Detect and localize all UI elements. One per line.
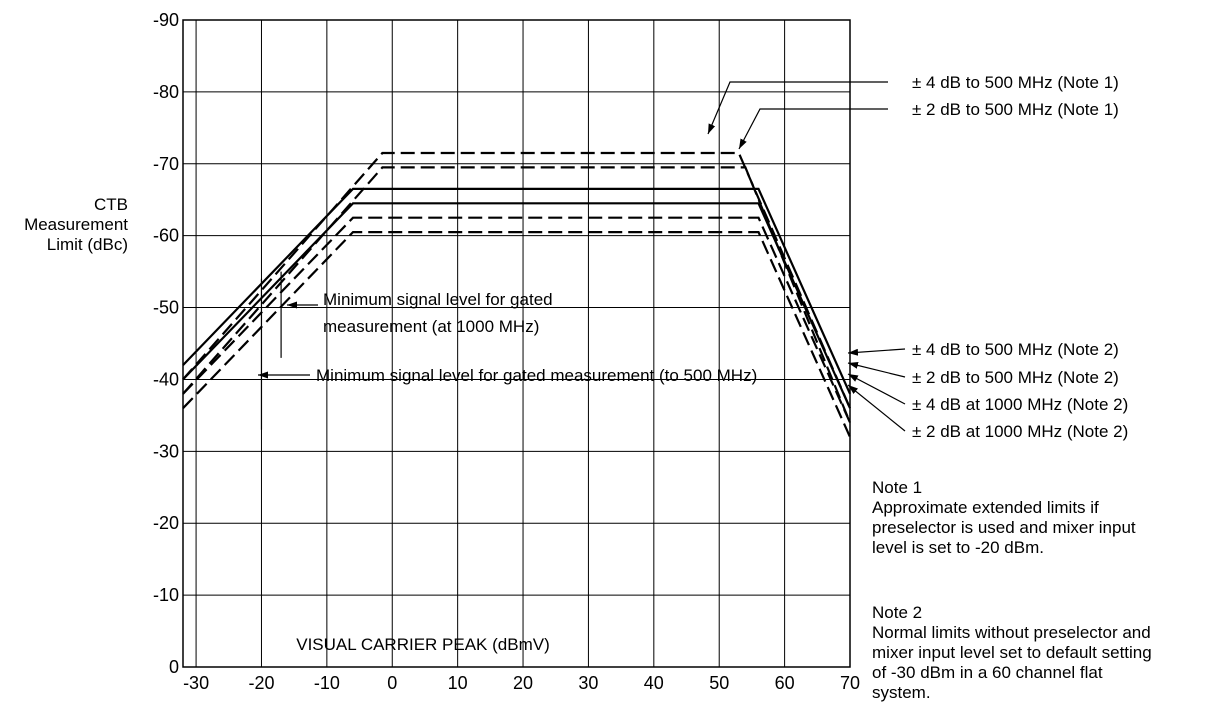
note1-arrow: [707, 81, 888, 135]
note-2-line: mixer input level set to default setting: [872, 643, 1152, 662]
series-group: [182, 151, 852, 438]
note-2: Note 2 Normal limits without preselector…: [872, 603, 1152, 703]
y-tick-label: -50: [153, 298, 179, 318]
annotations-group: ± 4 dB to 500 MHz (Note 1) ± 2 dB to 500 …: [258, 73, 1128, 441]
y-tick-label: -20: [153, 513, 179, 533]
note-2-line: of -30 dBm in a 60 channel flat: [872, 663, 1103, 682]
note2-series-label: ± 2 dB at 1000 MHz (Note 2): [912, 422, 1128, 441]
note1-series-label: ± 2 dB to 500 MHz (Note 1): [912, 100, 1119, 119]
x-tick-label: 0: [387, 673, 397, 693]
y-axis-label-line: Measurement: [24, 215, 128, 234]
solid-limit-line: [182, 202, 852, 409]
note2-arrow: [847, 373, 906, 405]
note2-arrow: [847, 384, 906, 432]
note-1-line: Approximate extended limits if: [872, 498, 1099, 517]
y-tick-label: -70: [153, 154, 179, 174]
y-axis-label-line: Limit (dBc): [46, 235, 128, 254]
gated-1000-label: measurement (at 1000 MHz): [323, 317, 539, 336]
y-axis-label-line: CTB: [94, 195, 128, 214]
dashed-limit-line: [182, 216, 852, 424]
x-tick-label: 30: [578, 673, 598, 693]
note1-series-label: ± 4 dB to 500 MHz (Note 1): [912, 73, 1119, 92]
x-axis-label: VISUAL CARRIER PEAK (dBmV): [296, 635, 550, 654]
y-axis-label: CTB Measurement Limit (dBc): [20, 195, 128, 255]
dashed-limit-line: [182, 151, 852, 409]
y-tick-label: -10: [153, 585, 179, 605]
y-tick-label: -40: [153, 369, 179, 389]
note-2-line: Normal limits without preselector and: [872, 623, 1151, 642]
dashed-limit-line: [182, 231, 852, 438]
note2-arrow: [847, 361, 906, 378]
note-1-title: Note 1: [872, 478, 923, 497]
gated-1000-label: Minimum signal level for gated: [323, 290, 553, 309]
note2-series-label: ± 4 dB at 1000 MHz (Note 2): [912, 395, 1128, 414]
note-1: Note 1 Approximate extended limits if pr…: [872, 478, 1136, 558]
axis-ticks: -30 -20 -10 0 10 20 30 40 50 60 70 -90 -80 -70 -60 -50 -…: [153, 10, 860, 693]
plot-frame: [182, 19, 851, 668]
x-tick-label: 50: [709, 673, 729, 693]
x-tick-label: -10: [314, 673, 340, 693]
x-tick-label: 10: [448, 673, 468, 693]
y-tick-label: -30: [153, 441, 179, 461]
dashed-limit-line: [182, 166, 852, 424]
note1-arrow: [738, 108, 888, 150]
x-tick-label: -20: [248, 673, 274, 693]
x-tick-label: 70: [840, 673, 860, 693]
y-tick-label: -80: [153, 82, 179, 102]
note2-series-label: ± 4 dB to 500 MHz (Note 2): [912, 340, 1119, 359]
x-tick-label: 20: [513, 673, 533, 693]
note-1-line: level is set to -20 dBm.: [872, 538, 1044, 557]
x-tick-label: 60: [775, 673, 795, 693]
y-tick-label: 0: [169, 657, 179, 677]
x-tick-label: -30: [183, 673, 209, 693]
solid-limit-line: [182, 187, 852, 395]
note-1-line: preselector is used and mixer input: [872, 518, 1136, 537]
note2-series-label: ± 2 dB to 500 MHz (Note 2): [912, 368, 1119, 387]
y-tick-label: -60: [153, 226, 179, 246]
grid: [182, 19, 851, 668]
y-tick-label: -90: [153, 10, 179, 30]
x-tick-label: 40: [644, 673, 664, 693]
note-2-title: Note 2: [872, 603, 923, 622]
gated-500-label: Minimum signal level for gated measureme…: [316, 366, 757, 385]
note-2-line: system.: [872, 683, 931, 702]
note2-arrow: [847, 348, 906, 356]
markers-group: [260, 271, 282, 430]
